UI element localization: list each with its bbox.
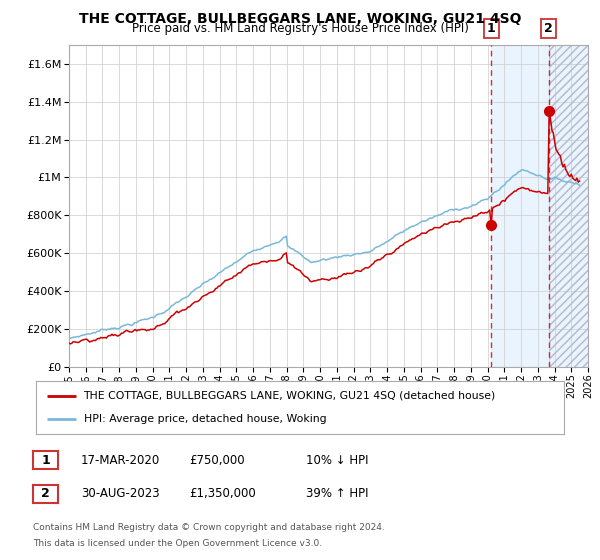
Text: Price paid vs. HM Land Registry's House Price Index (HPI): Price paid vs. HM Land Registry's House …: [131, 22, 469, 35]
Text: £1,350,000: £1,350,000: [189, 487, 256, 501]
Text: THE COTTAGE, BULLBEGGARS LANE, WOKING, GU21 4SQ (detached house): THE COTTAGE, BULLBEGGARS LANE, WOKING, G…: [83, 391, 496, 401]
Text: 30-AUG-2023: 30-AUG-2023: [81, 487, 160, 501]
Text: THE COTTAGE, BULLBEGGARS LANE, WOKING, GU21 4SQ: THE COTTAGE, BULLBEGGARS LANE, WOKING, G…: [79, 12, 521, 26]
Text: HPI: Average price, detached house, Woking: HPI: Average price, detached house, Woki…: [83, 414, 326, 424]
Text: This data is licensed under the Open Government Licence v3.0.: This data is licensed under the Open Gov…: [33, 539, 322, 548]
Text: 2: 2: [41, 487, 50, 501]
Text: 10% ↓ HPI: 10% ↓ HPI: [306, 454, 368, 467]
Text: 2: 2: [544, 22, 553, 35]
Text: 39% ↑ HPI: 39% ↑ HPI: [306, 487, 368, 501]
Bar: [549, 45, 588, 367]
Text: 17-MAR-2020: 17-MAR-2020: [81, 454, 160, 467]
Text: 1: 1: [41, 454, 50, 467]
Text: £750,000: £750,000: [189, 454, 245, 467]
Bar: [491, 45, 588, 367]
Text: Contains HM Land Registry data © Crown copyright and database right 2024.: Contains HM Land Registry data © Crown c…: [33, 523, 385, 532]
Text: 1: 1: [487, 22, 496, 35]
